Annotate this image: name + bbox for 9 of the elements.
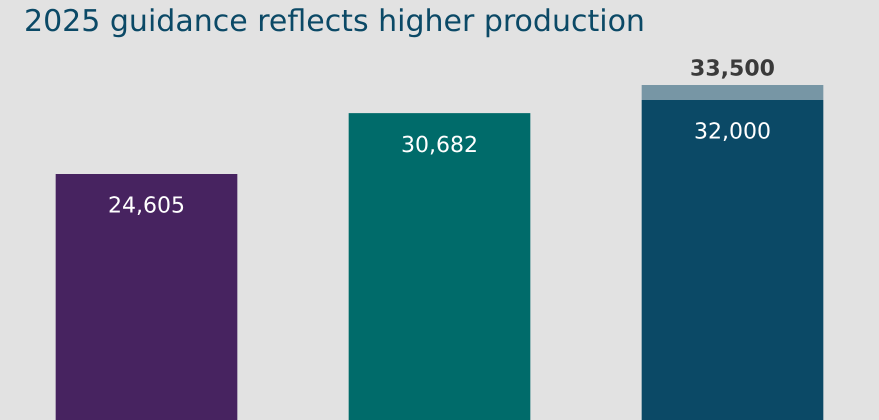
data-label: 32,000 — [694, 120, 771, 145]
chart-title: 2025 guidance reflects higher production — [23, 3, 646, 40]
bar — [642, 100, 824, 420]
data-label: 24,605 — [108, 194, 185, 219]
total-label: 33,500 — [690, 56, 775, 82]
bar — [348, 113, 530, 420]
bar — [642, 85, 824, 100]
data-label: 30,682 — [401, 132, 478, 158]
bar — [56, 174, 238, 420]
